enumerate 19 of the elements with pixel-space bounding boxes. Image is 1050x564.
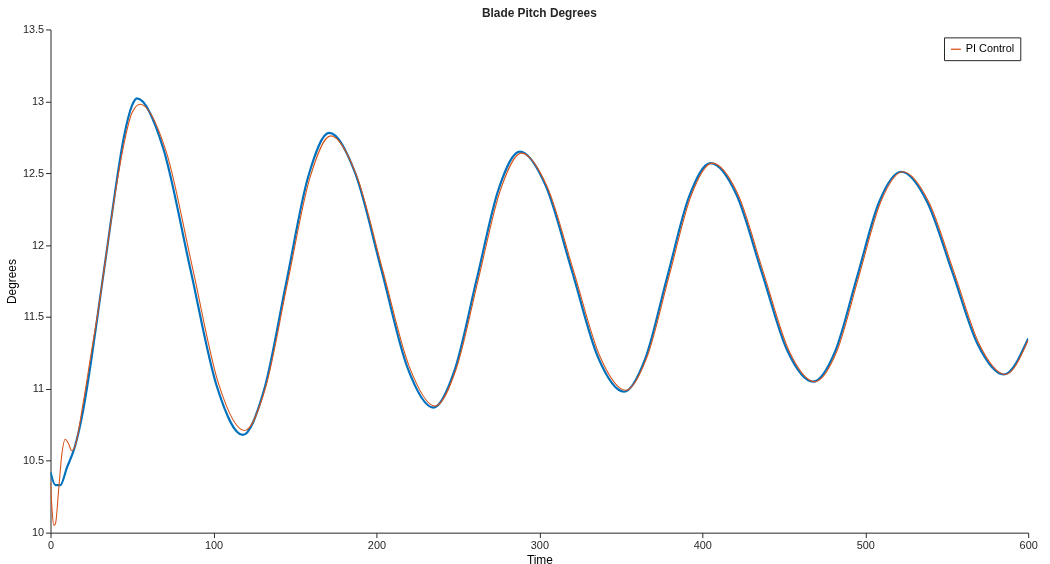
x-axis-title: Time [526, 552, 554, 564]
y-tick-label: 12 [31, 238, 45, 251]
x-tick-label: 600 [1019, 539, 1038, 551]
chart-title: Blade Pitch Degrees [481, 5, 598, 20]
y-tick-label: 10 [31, 526, 45, 539]
x-tick-label: 200 [367, 539, 386, 551]
x-tick-label: 400 [693, 539, 712, 551]
legend-label: PI Control [965, 42, 1015, 55]
y-axis-title: Degrees [4, 259, 19, 304]
y-tick-label: 13 [31, 94, 45, 107]
y-tick-label: 13.5 [22, 22, 45, 35]
x-tick-label: 100 [204, 539, 224, 551]
x-tick-label: 500 [856, 539, 875, 551]
x-tick-label: 300 [530, 539, 549, 551]
y-tick-label: 11.5 [23, 310, 45, 323]
x-tick-label: 0 [47, 539, 55, 551]
y-tick-label: 12.5 [22, 166, 45, 179]
y-tick-label: 10.5 [22, 454, 45, 467]
y-tick-label: 11 [32, 382, 45, 395]
